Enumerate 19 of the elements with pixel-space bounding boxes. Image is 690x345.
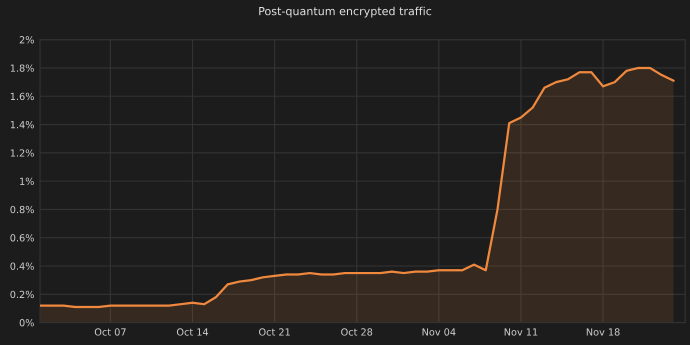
x-tick-label: Oct 14 (176, 328, 208, 336)
y-tick-label: 1% (20, 178, 34, 185)
x-tick-label: Oct 28 (341, 328, 372, 336)
x-tick-label: Nov 11 (504, 328, 538, 336)
x-tick-label: Nov 04 (422, 328, 456, 336)
y-tick-label: 0.6% (10, 234, 34, 242)
y-tick-label: 0% (20, 319, 34, 326)
chart-title: Post-quantum encrypted traffic (259, 6, 432, 18)
y-tick-label: 0.4% (10, 262, 34, 270)
x-tick-label: Nov 18 (586, 328, 620, 336)
y-tick-label: 2% (20, 36, 34, 44)
y-tick-label: 0.8% (10, 206, 34, 214)
x-tick-label: Oct 21 (259, 328, 290, 336)
y-tick-label: 0.2% (10, 290, 34, 298)
y-tick-label: 1.4% (10, 121, 34, 128)
y-tick-label: 1.8% (10, 64, 34, 72)
y-tick-label: 1.6% (10, 92, 34, 100)
y-tick-label: 1.2% (10, 149, 34, 157)
x-tick-label: Oct 07 (94, 328, 126, 336)
